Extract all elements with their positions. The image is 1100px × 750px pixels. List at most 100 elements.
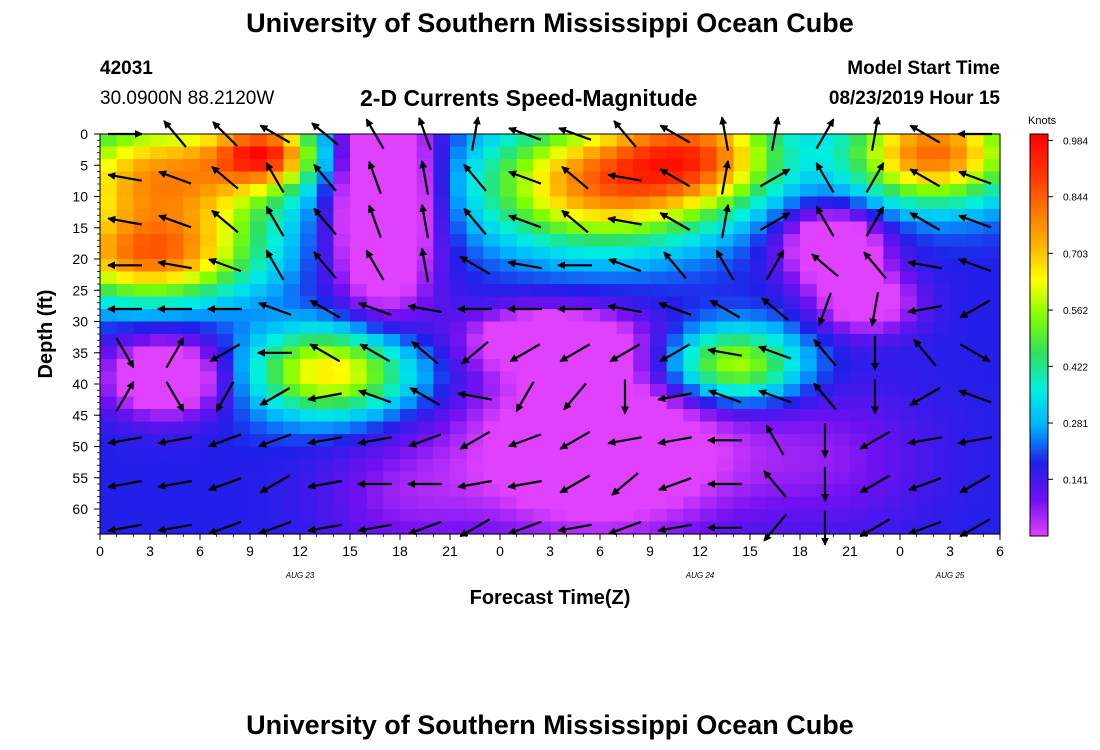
heatmap-cell [116, 159, 134, 173]
heatmap-cell [216, 146, 234, 160]
heatmap-cell [333, 371, 351, 385]
heatmap-cell [616, 284, 634, 298]
heatmap-cell [216, 496, 234, 510]
heatmap-cell [383, 246, 401, 260]
heatmap-cell [216, 484, 234, 498]
heatmap-cell [833, 346, 851, 360]
heatmap-cell [416, 309, 434, 323]
current-vector [115, 337, 135, 369]
heatmap-cell [300, 321, 318, 335]
heatmap-cell [983, 159, 1001, 173]
model-start-label: Model Start Time [847, 58, 1000, 79]
heatmap-cell [166, 371, 184, 385]
heatmap-cell [466, 146, 484, 160]
heatmap-cell [650, 521, 668, 535]
heatmap-cell [883, 346, 901, 360]
heatmap-cell [116, 409, 134, 423]
heatmap-cell [500, 284, 518, 298]
heatmap-cell [150, 196, 168, 210]
heatmap-cell [350, 284, 368, 298]
heatmap-cell [266, 284, 284, 298]
heatmap-cell [750, 134, 768, 148]
heatmap-cell [650, 471, 668, 485]
heatmap-cell [616, 234, 634, 248]
heatmap-cell [833, 209, 851, 223]
x-tick-label: 3 [546, 543, 554, 559]
heatmap-cell [683, 159, 701, 173]
current-vector [907, 304, 942, 315]
x-tick-label: 18 [792, 543, 808, 559]
heatmap-cell [150, 496, 168, 510]
heatmap-cell [833, 459, 851, 473]
heatmap-cell [650, 171, 668, 185]
heatmap-cell [650, 246, 668, 260]
heatmap-cell [233, 446, 251, 460]
heatmap-cell [750, 184, 768, 198]
heatmap-cell [566, 146, 584, 160]
x-tick-label: 9 [246, 543, 254, 559]
heatmap-cell [500, 409, 518, 423]
heatmap-cell [400, 309, 418, 323]
heatmap-cell [133, 209, 151, 223]
heatmap-cell [533, 271, 551, 285]
heatmap-cell [833, 159, 851, 173]
heatmap-cell [816, 146, 834, 160]
heatmap-cell [350, 496, 368, 510]
heatmap-cell [416, 409, 434, 423]
heatmap-cell [483, 521, 501, 535]
heatmap-cell [733, 334, 751, 348]
heatmap-cell [916, 421, 934, 435]
heatmap-cell [100, 384, 118, 398]
current-vector [107, 523, 142, 534]
heatmap-cell [900, 371, 918, 385]
current-vector [609, 343, 641, 363]
heatmap-cell [783, 334, 801, 348]
heatmap-cell [933, 421, 951, 435]
current-vector [107, 172, 142, 182]
heatmap-cell [133, 509, 151, 523]
heatmap-cell [433, 196, 451, 210]
heatmap-cell [566, 409, 584, 423]
heatmap-cell [150, 234, 168, 248]
heatmap-cell [166, 246, 184, 260]
heatmap-cell [983, 284, 1001, 298]
heatmap-cell [533, 321, 551, 335]
page-title-top: University of Southern Mississippi Ocean… [246, 8, 854, 38]
heatmap-cell [166, 134, 184, 148]
heatmap-cell [833, 521, 851, 535]
heatmap-cell [950, 409, 968, 423]
heatmap-cell [116, 396, 134, 410]
heatmap-cell [616, 446, 634, 460]
heatmap-cell [716, 496, 734, 510]
heatmap-cell [716, 446, 734, 460]
heatmap-cell [316, 484, 334, 498]
heatmap-cell [883, 296, 901, 310]
heatmap-cell [983, 434, 1001, 448]
heatmap-cell [500, 309, 518, 323]
heatmap-cell [383, 271, 401, 285]
heatmap-cell [700, 134, 718, 148]
current-vector [158, 214, 192, 229]
heatmap-cell [533, 484, 551, 498]
heatmap-cell [833, 446, 851, 460]
heatmap-cell [333, 421, 351, 435]
heatmap-cell [950, 146, 968, 160]
heatmap-cell [350, 446, 368, 460]
heatmap-cell [233, 321, 251, 335]
heatmap-cell [783, 309, 801, 323]
heatmap-cell [133, 409, 151, 423]
heatmap-cell [383, 134, 401, 148]
heatmap-cell [616, 509, 634, 523]
heatmap-cell [450, 321, 468, 335]
heatmap-cell [700, 421, 718, 435]
heatmap-cell [833, 334, 851, 348]
heatmap-cell [383, 396, 401, 410]
current-vector [357, 436, 392, 446]
current-vector [611, 472, 639, 496]
heatmap-cell [233, 484, 251, 498]
heatmap-cell [916, 446, 934, 460]
heatmap-cell [266, 421, 284, 435]
heatmap-cell [833, 359, 851, 373]
heatmap-cell [516, 146, 534, 160]
heatmap-cell [366, 159, 384, 173]
